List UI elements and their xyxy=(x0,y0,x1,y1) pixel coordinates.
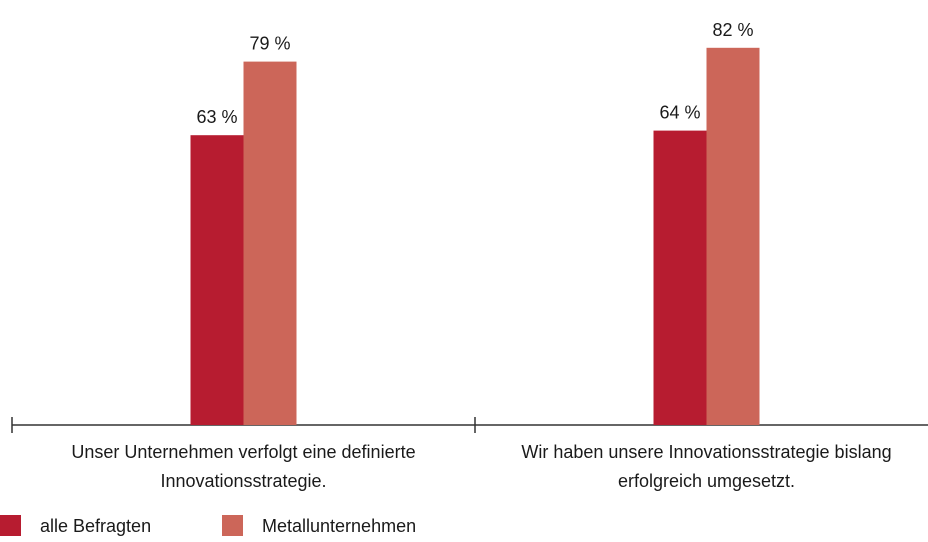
bar xyxy=(190,135,244,425)
legend-label: Metallunternehmen xyxy=(262,516,416,536)
x-tick-label: Wir haben unsere Innovationsstrategie bi… xyxy=(521,442,892,491)
legend-swatch xyxy=(0,515,21,536)
x-tick-label: Unser Unternehmen verfolgt eine definier… xyxy=(71,442,416,491)
bar xyxy=(706,47,760,426)
legend-swatch xyxy=(222,515,243,536)
legend-label: alle Befragten xyxy=(40,516,151,536)
bar xyxy=(653,130,707,425)
data-label: 63 % xyxy=(196,107,237,127)
data-label: 82 % xyxy=(712,20,753,40)
bar xyxy=(243,61,297,425)
data-label: 64 % xyxy=(659,103,700,123)
data-label: 79 % xyxy=(249,34,290,54)
